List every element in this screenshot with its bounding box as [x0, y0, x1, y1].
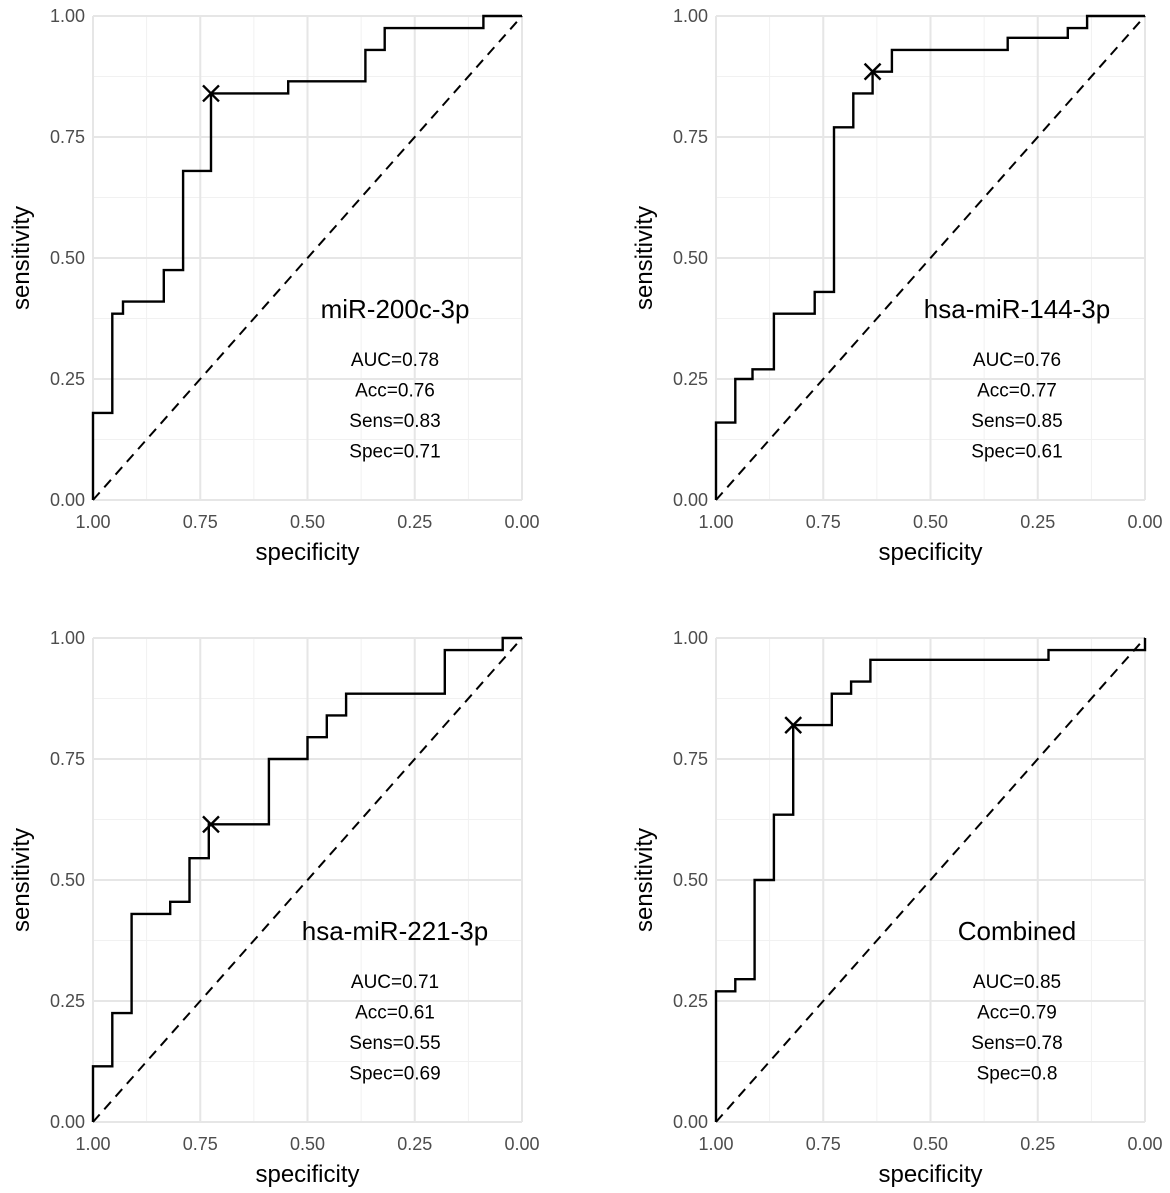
stat-label: Acc=0.79: [977, 1003, 1057, 1024]
roc-panel-1: 0.00 0.00 0.25 0.25 0.50 0.50 0.75 0.75 1.00 1.00…: [8, 6, 540, 566]
x-tick-label: 1.00: [75, 1134, 110, 1154]
x-tick-label: 0.25: [397, 1134, 432, 1154]
cutoff-mark-stroke: [863, 62, 882, 81]
y-axis-title: sensitivity: [631, 828, 658, 932]
y-tick-label: 0.50: [50, 870, 85, 890]
cutoff-mark-stroke: [202, 815, 220, 834]
x-tick-label: 1.00: [698, 1134, 733, 1154]
x-axis-title: specificity: [878, 1161, 982, 1188]
stat-label: Sens=0.83: [349, 411, 440, 432]
panel-title: Combined: [958, 916, 1077, 946]
stat-label: Spec=0.8: [977, 1064, 1058, 1085]
y-tick-label: 0.25: [673, 369, 708, 389]
stat-label: Sens=0.55: [349, 1033, 440, 1054]
y-tick-label: 0.50: [673, 248, 708, 268]
y-tick-label: 0.50: [50, 248, 85, 268]
stat-label: AUC=0.71: [351, 972, 439, 993]
roc-curve: [91, 636, 522, 1122]
roc-panel-3: 0.00 0.00 0.25 0.25 0.50 0.50 0.75 0.75 1.00 1.00…: [8, 628, 540, 1188]
x-tick-label: 0.50: [913, 1134, 948, 1154]
stat-label: AUC=0.78: [351, 350, 439, 371]
chance-diagonal-line: [715, 637, 1146, 1123]
y-tick-label: 0.25: [50, 991, 85, 1011]
y-tick-label: 0.00: [50, 490, 85, 510]
y-axis-title: sensitivity: [631, 206, 658, 310]
x-tick-label: 0.25: [397, 512, 432, 532]
roc-panel-4: 0.00 0.00 0.25 0.25 0.50 0.50 0.75 0.75 1.00 1.00…: [631, 628, 1163, 1188]
stat-label: AUC=0.85: [973, 972, 1061, 993]
stat-label: Sens=0.85: [971, 411, 1062, 432]
panel-title: miR-200c-3p: [321, 294, 470, 324]
y-tick-label: 1.00: [50, 6, 85, 26]
x-axis-title: specificity: [255, 1161, 359, 1188]
y-tick-label: 0.00: [673, 1112, 708, 1132]
panel-title: hsa-miR-221-3p: [302, 916, 488, 946]
stat-label: Acc=0.76: [355, 381, 435, 402]
stat-label: Sens=0.78: [971, 1033, 1062, 1054]
chance-diagonal-line: [92, 15, 523, 501]
x-tick-label: 1.00: [75, 512, 110, 532]
roc-curve: [91, 14, 522, 500]
cutoff-mark-stroke: [784, 716, 803, 734]
stat-label: AUC=0.76: [973, 350, 1061, 371]
stat-label: Acc=0.61: [355, 1003, 435, 1024]
stat-label: Acc=0.77: [977, 381, 1057, 402]
y-axis-title: sensitivity: [8, 206, 35, 310]
best-cutoff-marker: [202, 815, 220, 834]
x-axis-title: specificity: [878, 539, 982, 566]
x-tick-label: 0.75: [183, 1134, 218, 1154]
x-tick-label: 0.00: [504, 512, 539, 532]
x-tick-label: 0.25: [1020, 1134, 1055, 1154]
y-tick-label: 1.00: [50, 628, 85, 648]
y-tick-label: 0.75: [50, 127, 85, 147]
x-tick-label: 0.50: [290, 512, 325, 532]
x-tick-label: 1.00: [698, 512, 733, 532]
x-tick-label: 0.50: [913, 512, 948, 532]
x-tick-label: 0.00: [1127, 1134, 1162, 1154]
x-axis-title: specificity: [255, 539, 359, 566]
x-tick-label: 0.25: [1020, 512, 1055, 532]
y-tick-label: 1.00: [673, 6, 708, 26]
best-cutoff-marker: [784, 716, 803, 734]
y-tick-label: 0.00: [50, 1112, 85, 1132]
chance-diagonal-line: [92, 637, 523, 1123]
x-tick-label: 0.75: [806, 1134, 841, 1154]
best-cutoff-marker: [202, 84, 220, 103]
x-tick-label: 0.75: [806, 512, 841, 532]
stat-label: Spec=0.61: [971, 442, 1062, 463]
best-cutoff-marker: [863, 62, 882, 81]
y-tick-label: 0.50: [673, 870, 708, 890]
x-tick-label: 0.00: [504, 1134, 539, 1154]
stat-label: Spec=0.69: [349, 1064, 440, 1085]
stat-label: Spec=0.71: [349, 442, 440, 463]
y-axis-title: sensitivity: [8, 828, 35, 932]
y-tick-label: 0.75: [673, 127, 708, 147]
x-tick-label: 0.00: [1127, 512, 1162, 532]
y-tick-label: 1.00: [673, 628, 708, 648]
cutoff-mark-stroke: [202, 84, 220, 103]
roc-curve: [714, 638, 1147, 1122]
y-tick-label: 0.00: [673, 490, 708, 510]
y-tick-label: 0.25: [50, 369, 85, 389]
x-tick-label: 0.50: [290, 1134, 325, 1154]
roc-panel-2: 0.00 0.00 0.25 0.25 0.50 0.50 0.75 0.75 1.00 1.00…: [631, 6, 1163, 566]
y-tick-label: 0.25: [673, 991, 708, 1011]
chance-diagonal-line: [715, 15, 1146, 501]
y-tick-label: 0.75: [673, 749, 708, 769]
x-tick-label: 0.75: [183, 512, 218, 532]
roc-curve: [714, 14, 1145, 500]
panel-title: hsa-miR-144-3p: [924, 294, 1110, 324]
y-tick-label: 0.75: [50, 749, 85, 769]
